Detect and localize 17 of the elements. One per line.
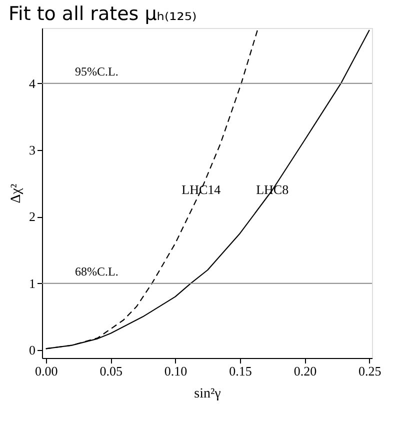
- y-tick-label: 3: [29, 142, 36, 158]
- x-tick-label: 0.20: [294, 364, 317, 378]
- y-tick-label: 1: [29, 276, 36, 291]
- y-tick-label: 2: [29, 209, 36, 224]
- x-tick-label: 0.10: [164, 364, 188, 378]
- ref-line-label: 95%C.L.: [75, 64, 118, 78]
- series-label: LHC14: [182, 182, 222, 197]
- x-tick-label: 0.05: [100, 364, 122, 378]
- x-tick-label: 0.00: [35, 364, 58, 378]
- x-tick-label: 0.25: [358, 364, 382, 378]
- x-tick-label: 0.15: [229, 364, 252, 378]
- y-axis-title: Δχ²: [9, 184, 24, 204]
- y-tick-label: 0: [29, 342, 36, 358]
- ref-line-label: 68%C.L.: [75, 264, 118, 278]
- y-tick-label: 4: [29, 76, 36, 91]
- chart-title: Fit to all rates μₕ₍₁₂₅₎: [8, 3, 197, 25]
- x-axis-title: sin²γ: [194, 386, 221, 402]
